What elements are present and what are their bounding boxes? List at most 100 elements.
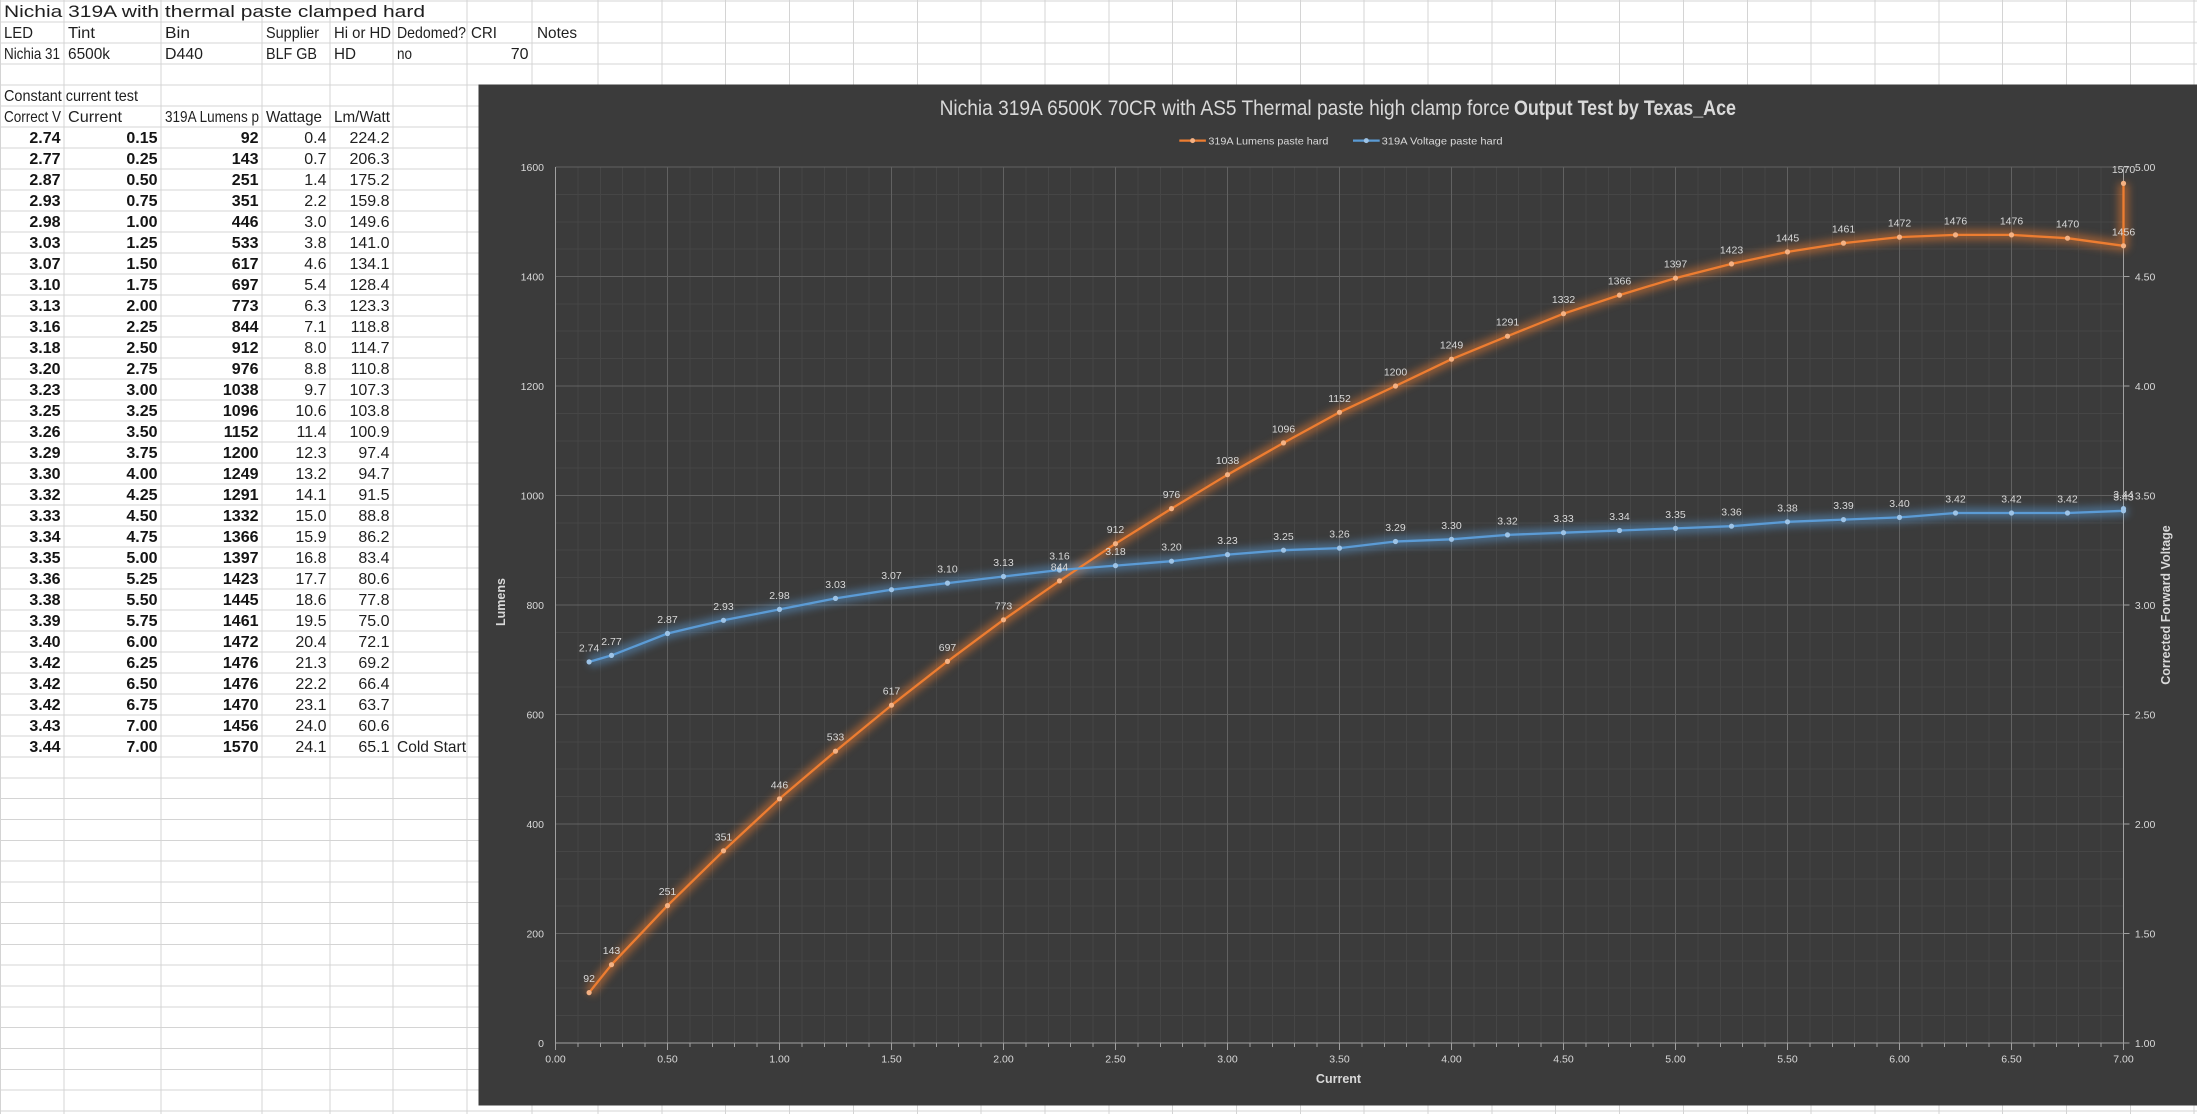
svg-text:3.33: 3.33 [29,508,60,525]
svg-text:3.39: 3.39 [1833,500,1854,512]
svg-text:1096: 1096 [1272,423,1296,435]
svg-text:912: 912 [232,340,259,357]
svg-text:3.26: 3.26 [1329,529,1350,541]
svg-text:1600: 1600 [521,162,545,174]
svg-text:697: 697 [939,642,957,654]
svg-text:8.8: 8.8 [304,361,326,378]
svg-text:75.0: 75.0 [358,613,389,630]
svg-text:141.0: 141.0 [349,235,389,252]
svg-text:24.1: 24.1 [295,739,326,756]
svg-text:4.50: 4.50 [126,508,157,525]
svg-text:HD: HD [334,46,356,63]
svg-text:1291: 1291 [1496,317,1520,329]
svg-text:12.3: 12.3 [295,445,326,462]
svg-text:8.0: 8.0 [304,340,326,357]
svg-text:3.39: 3.39 [29,613,60,630]
svg-text:65.1: 65.1 [358,739,389,756]
svg-text:Correct V: Correct V [4,109,61,126]
svg-text:5.50: 5.50 [126,592,157,609]
svg-text:Tint: Tint [68,25,96,42]
svg-text:3.36: 3.36 [1721,507,1742,519]
svg-text:6.00: 6.00 [1889,1054,1910,1066]
svg-text:1096: 1096 [223,403,259,420]
svg-text:3.44: 3.44 [29,739,60,756]
svg-text:1476: 1476 [223,655,259,672]
svg-text:1152: 1152 [1328,393,1351,405]
svg-text:4.00: 4.00 [126,466,157,483]
svg-text:3.36: 3.36 [29,571,60,588]
svg-text:3.07: 3.07 [29,256,60,273]
svg-text:3.25: 3.25 [126,403,157,420]
svg-text:92: 92 [583,973,595,985]
svg-text:0: 0 [538,1038,544,1050]
svg-text:1152: 1152 [224,424,259,441]
svg-text:5.25: 5.25 [126,571,157,588]
svg-text:66.4: 66.4 [358,676,389,693]
svg-text:4.25: 4.25 [126,487,157,504]
svg-text:4.75: 4.75 [126,529,157,546]
svg-text:6.50: 6.50 [2001,1054,2022,1066]
svg-text:1038: 1038 [223,382,259,399]
svg-text:3.23: 3.23 [29,382,60,399]
svg-text:3.35: 3.35 [1665,509,1686,521]
svg-text:17.7: 17.7 [295,571,326,588]
svg-text:2.77: 2.77 [601,636,622,648]
svg-text:3.34: 3.34 [29,529,60,546]
svg-text:1445: 1445 [223,592,259,609]
svg-text:6.75: 6.75 [126,697,157,714]
svg-text:3.50: 3.50 [126,424,157,441]
svg-text:20.4: 20.4 [295,634,326,651]
svg-text:697: 697 [232,277,259,294]
svg-text:0.4: 0.4 [304,130,326,147]
svg-text:1472: 1472 [223,634,259,651]
svg-text:3.30: 3.30 [1441,520,1462,532]
svg-text:24.0: 24.0 [295,718,326,735]
svg-text:1456: 1456 [223,718,259,735]
svg-text:2.77: 2.77 [29,151,60,168]
svg-text:4.50: 4.50 [2135,272,2156,284]
svg-text:1291: 1291 [223,487,259,504]
svg-text:0.75: 0.75 [126,193,157,210]
svg-text:844: 844 [232,319,259,336]
svg-text:0.50: 0.50 [126,172,157,189]
svg-text:2.00: 2.00 [993,1054,1014,1066]
svg-text:1461: 1461 [1832,224,1856,236]
svg-text:5.00: 5.00 [1665,1054,1686,1066]
svg-text:351: 351 [715,831,733,843]
svg-text:617: 617 [232,256,259,273]
svg-text:1000: 1000 [521,491,545,503]
svg-text:94.7: 94.7 [358,466,389,483]
svg-text:3.03: 3.03 [29,235,60,252]
svg-text:88.8: 88.8 [358,508,389,525]
svg-text:2.00: 2.00 [2135,819,2156,831]
svg-text:18.6: 18.6 [295,592,326,609]
svg-text:Nichia 319A 6500K 70CR with AS: Nichia 319A 6500K 70CR with AS5 Thermal … [940,97,1510,120]
svg-text:3.38: 3.38 [1777,502,1798,514]
svg-text:134.1: 134.1 [349,256,389,273]
svg-text:6.50: 6.50 [126,676,157,693]
svg-text:10.6: 10.6 [295,403,326,420]
svg-text:1570: 1570 [2112,164,2136,176]
svg-text:Lumens: Lumens [494,578,508,626]
svg-text:2.74: 2.74 [29,130,60,147]
svg-text:3.29: 3.29 [1385,522,1406,534]
svg-text:3.23: 3.23 [1217,535,1238,547]
svg-text:2.87: 2.87 [657,614,678,626]
svg-text:3.03: 3.03 [825,579,846,591]
svg-text:2.98: 2.98 [769,590,790,602]
svg-text:3.00: 3.00 [1217,1054,1238,1066]
svg-text:0.00: 0.00 [545,1054,566,1066]
svg-text:60.6: 60.6 [358,718,389,735]
svg-text:0.7: 0.7 [304,151,326,168]
svg-text:3.16: 3.16 [1049,551,1070,563]
svg-text:7.00: 7.00 [2113,1054,2134,1066]
svg-text:1423: 1423 [223,571,259,588]
svg-text:Cold Start: Cold Start [397,739,467,756]
svg-text:Dedomed?: Dedomed? [397,25,466,42]
svg-text:149.6: 149.6 [349,214,389,231]
svg-text:2.75: 2.75 [126,361,157,378]
svg-text:3.50: 3.50 [2135,491,2156,503]
svg-text:Output Test by Texas_Ace: Output Test by Texas_Ace [1514,97,1736,120]
svg-text:1423: 1423 [1720,244,1744,256]
svg-text:1397: 1397 [223,550,259,567]
